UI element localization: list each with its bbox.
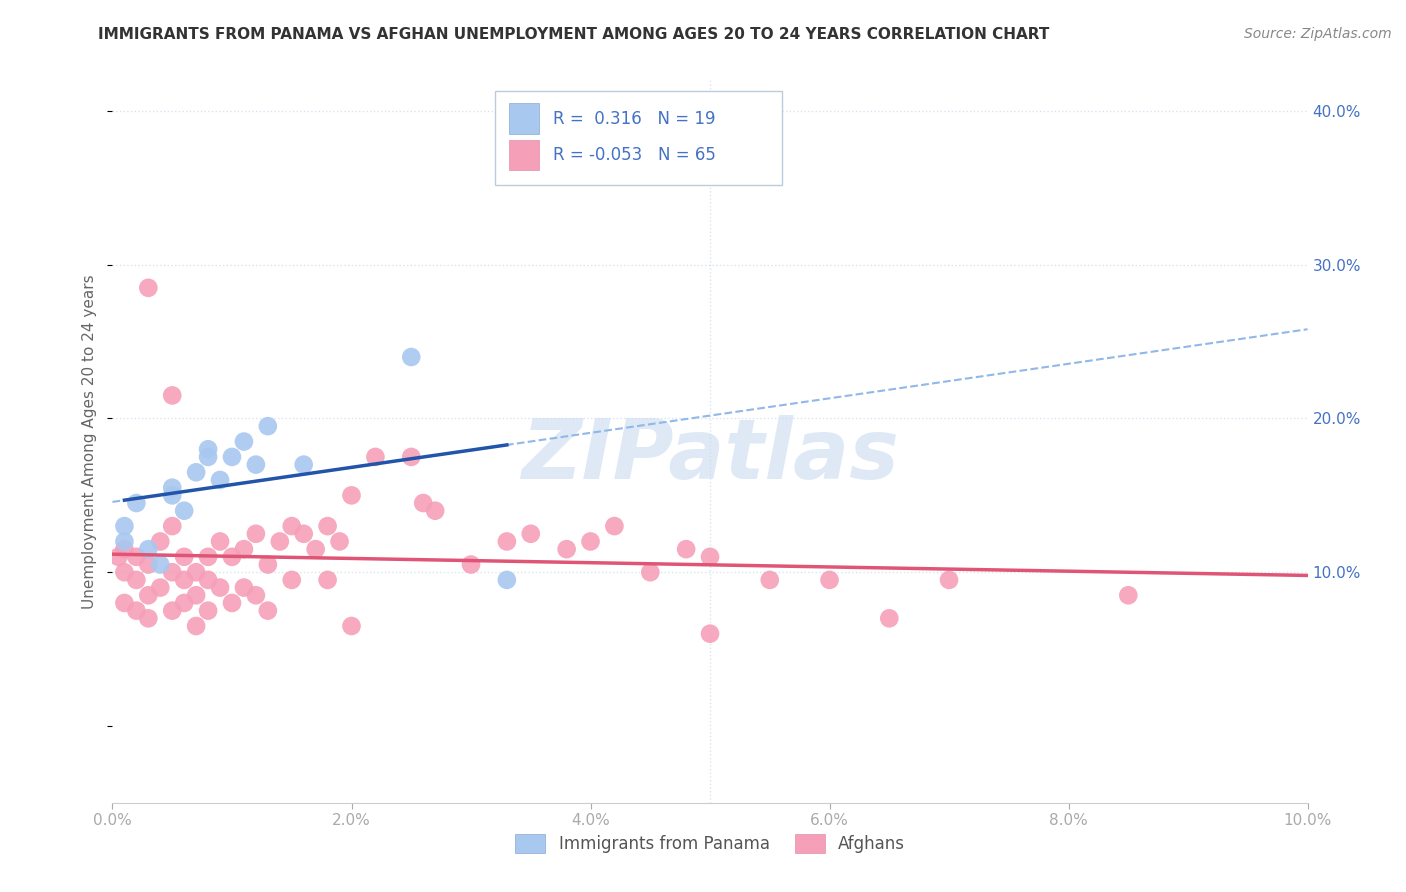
Y-axis label: Unemployment Among Ages 20 to 24 years: Unemployment Among Ages 20 to 24 years <box>82 274 97 609</box>
Point <box>186 465 208 479</box>
Point <box>305 542 328 557</box>
Point <box>555 542 578 557</box>
Text: R =  0.316   N = 19: R = 0.316 N = 19 <box>554 110 716 128</box>
Point <box>186 588 208 602</box>
Point <box>149 534 172 549</box>
FancyBboxPatch shape <box>495 91 782 185</box>
Point <box>173 549 195 564</box>
Point <box>162 519 183 533</box>
Point <box>162 604 183 618</box>
Point <box>125 573 148 587</box>
Point <box>269 534 291 549</box>
Point <box>197 442 219 457</box>
Point <box>759 573 782 587</box>
Point <box>364 450 387 464</box>
Point <box>173 504 195 518</box>
Point <box>138 588 160 602</box>
Point <box>1118 588 1140 602</box>
Point <box>114 596 135 610</box>
Point <box>209 534 232 549</box>
Point <box>138 281 160 295</box>
Legend: Immigrants from Panama, Afghans: Immigrants from Panama, Afghans <box>509 827 911 860</box>
Point <box>401 450 423 464</box>
Point <box>316 519 339 533</box>
Point <box>579 534 602 549</box>
Point <box>149 581 172 595</box>
Point <box>186 565 208 579</box>
Point <box>107 549 129 564</box>
Point <box>245 588 267 602</box>
Point <box>496 534 519 549</box>
Point <box>257 419 280 434</box>
Point <box>245 526 267 541</box>
Point <box>162 388 183 402</box>
Point <box>125 604 148 618</box>
Point <box>197 549 219 564</box>
Point <box>125 496 148 510</box>
Point <box>149 558 172 572</box>
Text: R = -0.053   N = 65: R = -0.053 N = 65 <box>554 145 716 164</box>
Point <box>281 573 304 587</box>
Point <box>340 619 363 633</box>
Text: ZIPatlas: ZIPatlas <box>522 416 898 497</box>
Point <box>221 596 243 610</box>
Point <box>938 573 960 587</box>
Point <box>114 565 135 579</box>
Point <box>197 450 219 464</box>
Text: IMMIGRANTS FROM PANAMA VS AFGHAN UNEMPLOYMENT AMONG AGES 20 TO 24 YEARS CORRELAT: IMMIGRANTS FROM PANAMA VS AFGHAN UNEMPLO… <box>98 27 1050 42</box>
Point <box>138 558 160 572</box>
Point <box>316 573 339 587</box>
Point <box>197 573 219 587</box>
Point <box>221 450 243 464</box>
Point <box>162 481 183 495</box>
Point <box>138 542 160 557</box>
Point <box>412 496 434 510</box>
Point <box>257 604 280 618</box>
Point <box>340 488 363 502</box>
Point <box>401 350 423 364</box>
Point <box>329 534 352 549</box>
Point <box>233 581 256 595</box>
Point <box>209 581 232 595</box>
Point <box>675 542 697 557</box>
Point <box>699 626 721 640</box>
Point <box>138 611 160 625</box>
Point <box>233 542 256 557</box>
Point <box>221 549 243 564</box>
FancyBboxPatch shape <box>509 139 538 169</box>
Point <box>640 565 662 579</box>
Point <box>114 542 135 557</box>
Point <box>197 604 219 618</box>
Point <box>173 596 195 610</box>
Point <box>162 565 183 579</box>
Point <box>186 619 208 633</box>
Point <box>520 526 543 541</box>
Point <box>114 534 135 549</box>
Point <box>460 558 482 572</box>
Point <box>699 549 721 564</box>
Point <box>496 573 519 587</box>
Point <box>209 473 232 487</box>
Point <box>425 504 447 518</box>
Point <box>125 549 148 564</box>
Point <box>233 434 256 449</box>
Point <box>162 488 183 502</box>
Point <box>245 458 267 472</box>
Point <box>292 458 315 472</box>
Point <box>292 526 315 541</box>
FancyBboxPatch shape <box>509 103 538 134</box>
Point <box>114 519 135 533</box>
Point <box>879 611 901 625</box>
Point <box>603 519 626 533</box>
Point <box>257 558 280 572</box>
Point <box>818 573 841 587</box>
Point <box>173 573 195 587</box>
Text: Source: ZipAtlas.com: Source: ZipAtlas.com <box>1244 27 1392 41</box>
Point <box>281 519 304 533</box>
